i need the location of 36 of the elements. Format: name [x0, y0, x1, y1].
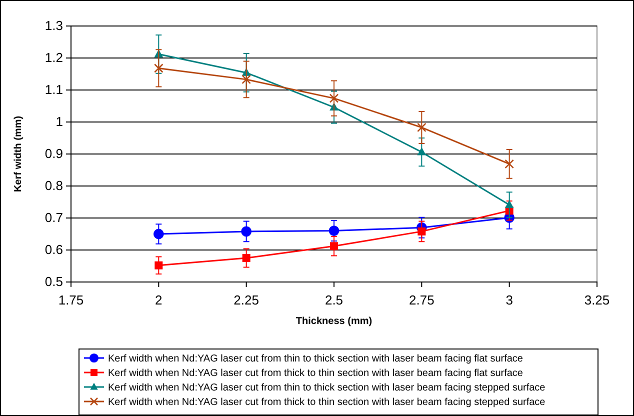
y-axis-title: Kerf width (mm): [13, 116, 24, 192]
point: [330, 242, 338, 250]
point: [153, 228, 164, 240]
x-tick-label: 2: [155, 292, 162, 308]
x-axis-title: Thickness (mm): [296, 316, 372, 327]
x-tick-label: 3.25: [584, 292, 610, 308]
x-tick-label: 3: [506, 292, 513, 308]
point: [504, 200, 514, 208]
point: [328, 226, 340, 236]
point: [242, 254, 250, 262]
point: [241, 226, 252, 237]
legend-label: Kerf width when Nd:YAG laser cut from thick to thin section with laser beam facing flat surface: [108, 368, 524, 379]
point: [329, 94, 339, 103]
point: [154, 64, 164, 73]
y-tick-label: 0.8: [44, 178, 63, 194]
point: [417, 147, 426, 156]
y-tick-label: 1.1: [44, 82, 63, 98]
point: [417, 122, 426, 132]
point: [504, 159, 514, 169]
x-tick-label: 1.75: [58, 292, 84, 308]
x-tick-label: 2.25: [234, 292, 259, 308]
y-tick-label: 1.3: [44, 18, 63, 34]
y-tick-label: 1: [56, 114, 63, 130]
y-tick-label: 0.5: [44, 274, 63, 290]
point: [242, 74, 251, 84]
legend-label: Kerf width when Nd:YAG laser cut from thin to thick section with laser beam facing flat surface: [108, 354, 524, 364]
x-tick-label: 2.75: [409, 292, 434, 308]
y-tick-label: 0.7: [44, 210, 63, 226]
point: [418, 227, 426, 236]
point: [154, 261, 163, 270]
y-tick-label: 1.2: [44, 50, 63, 66]
y-tick-label: 0.9: [44, 146, 63, 162]
y-tick-label: 0.6: [44, 242, 63, 258]
legend-label: Kerf width when Nd:YAG laser cut from thin to thick section with laser beam facing stepped surface: [108, 382, 546, 394]
x-tick-label: 2.5: [324, 292, 344, 308]
legend-label: Kerf width when Nd:YAG laser cut from thick to thin section with laser beam facing stepped surface: [108, 397, 546, 408]
